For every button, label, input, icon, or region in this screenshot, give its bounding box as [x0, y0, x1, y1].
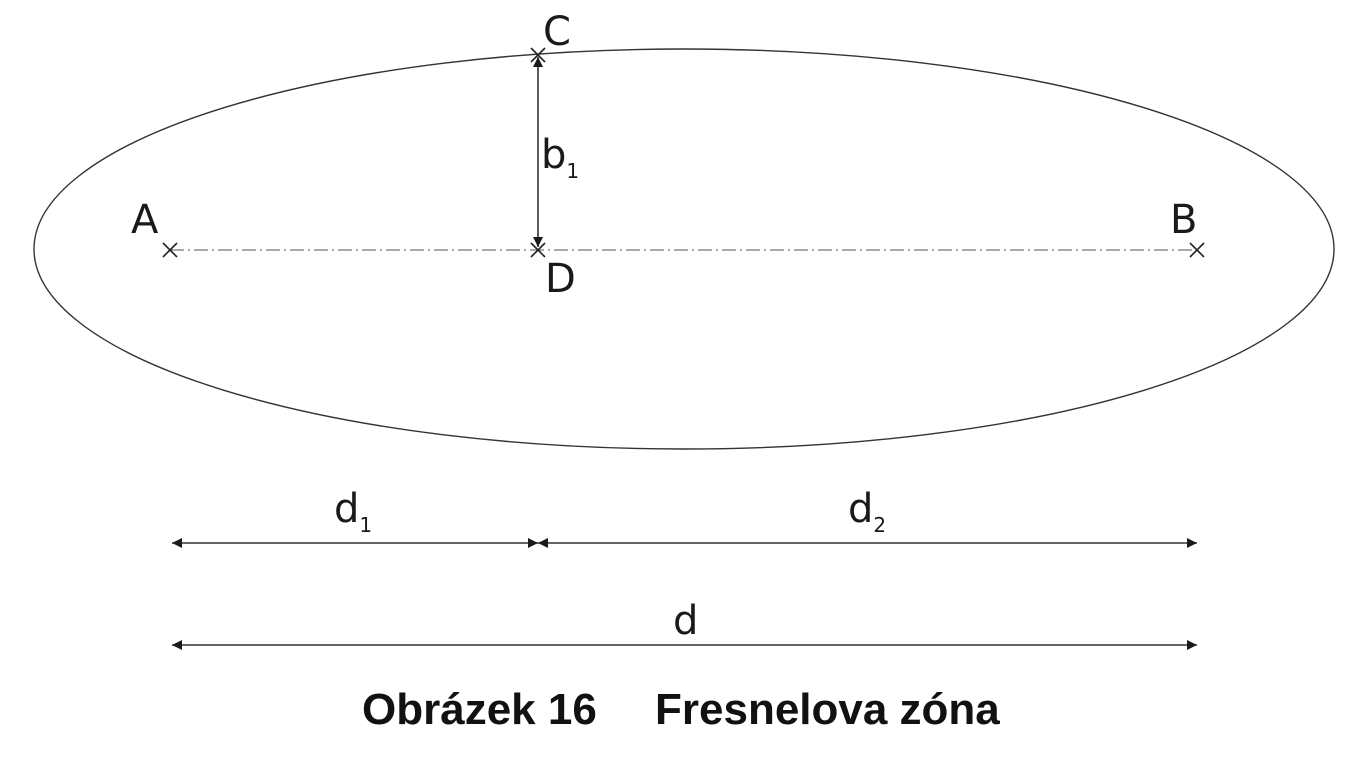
b1-label-sub: 1	[566, 159, 579, 183]
d-label: d	[673, 598, 698, 644]
d1-label-base: d	[334, 486, 359, 532]
b1-label-base: b	[541, 132, 566, 178]
d2-label: d2	[848, 486, 886, 537]
d2-label-base: d	[848, 486, 873, 532]
d1-label: d1	[334, 486, 372, 537]
point-b-marker	[1189, 242, 1205, 258]
fresnel-ellipse	[33, 48, 1335, 450]
point-b-label: B	[1170, 197, 1197, 243]
figure-caption-number: Obrázek 16	[362, 685, 597, 734]
point-c-label: C	[543, 9, 571, 55]
point-a-label: A	[131, 197, 159, 243]
figure-caption-title: Fresnelova zóna	[655, 685, 1000, 734]
d1-label-sub: 1	[359, 513, 372, 537]
point-d-label: D	[545, 256, 576, 302]
point-a-marker	[162, 242, 178, 258]
b1-label: b1	[541, 132, 579, 183]
d2-label-sub: 2	[873, 513, 886, 537]
